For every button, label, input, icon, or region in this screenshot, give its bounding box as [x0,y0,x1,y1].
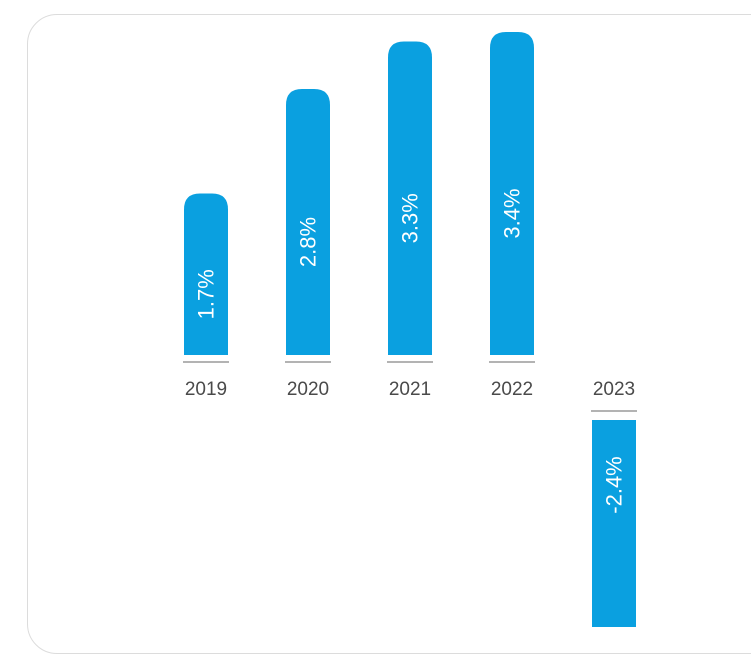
tick-label-2023: 2023 [593,379,635,400]
data-label-2021: 3.3% [398,193,423,243]
tick-label-2021: 2021 [389,379,431,400]
data-label-2019: 1.7% [194,269,219,319]
bar-2020 [286,89,330,355]
tick-label-2022: 2022 [491,379,533,400]
bar-2021 [388,41,432,355]
data-label-2020: 2.8% [296,217,321,267]
bar-2019 [184,193,228,355]
bar-chart: 2019 1.7% 2020 2.8% 2021 3.3% 2022 3.4% 2023 -2.4… [183,32,637,627]
bar-2022 [490,32,534,355]
data-label-2023: -2.4% [602,456,627,513]
data-label-2022: 3.4% [500,188,525,238]
tick-label-2020: 2020 [287,379,329,400]
bar-2023 [592,420,636,627]
tick-label-2019: 2019 [185,379,227,400]
